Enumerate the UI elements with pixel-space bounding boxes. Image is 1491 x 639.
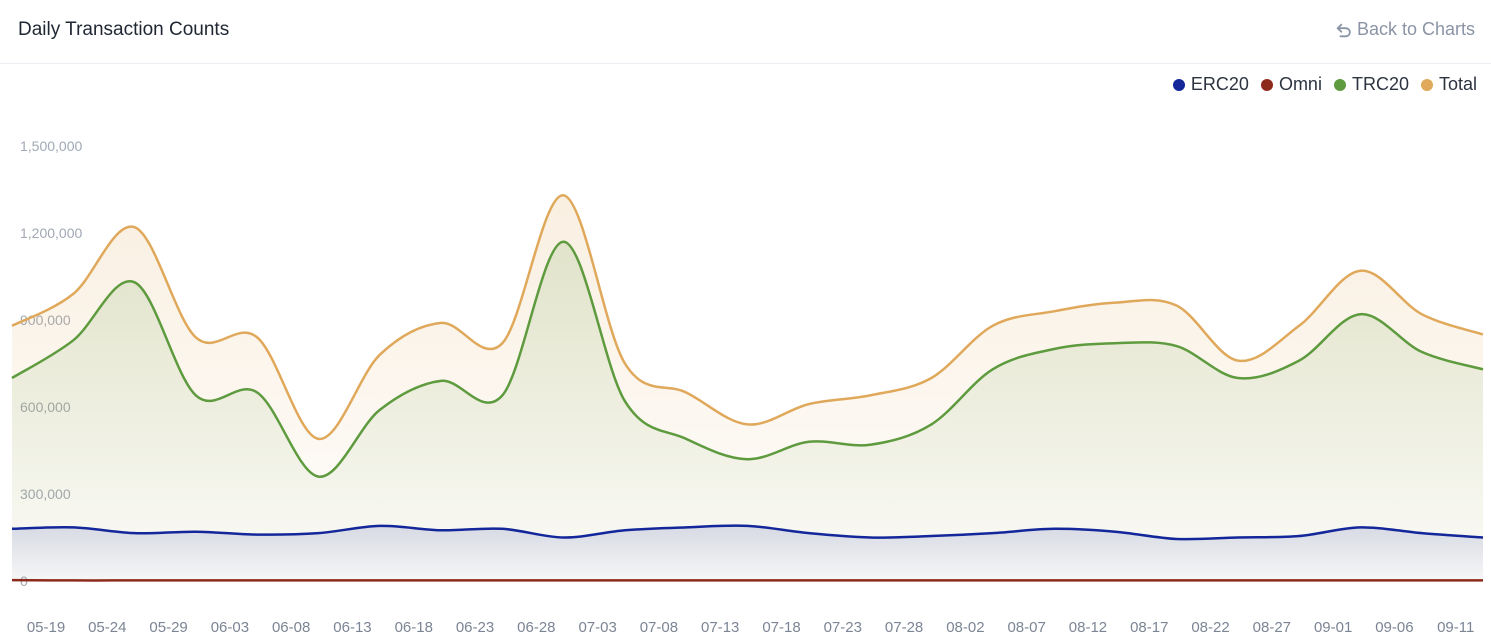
legend-dot-trc20 [1333,78,1346,91]
y-tick-label: 1,500,000 [20,138,82,154]
series-line-total[interactable] [11,194,1484,441]
x-tick-label: 06-23 [456,619,494,636]
x-tick-label: 08-17 [1130,619,1168,636]
x-tick-label: 08-12 [1069,619,1107,636]
area-erc20 [12,525,1483,581]
x-tick-label: 07-18 [762,619,800,636]
series-line-trc20[interactable] [11,240,1484,478]
series-line-erc20[interactable] [11,524,1484,541]
x-tick-label: 08-02 [946,619,984,636]
x-tick-label: 07-08 [640,619,678,636]
legend-item-trc20[interactable]: TRC20 [1333,74,1409,95]
x-tick-label: 07-28 [885,619,923,636]
chart-legend: ERC20 Omni TRC20 Total [1172,74,1477,95]
legend-dot-total [1420,78,1433,91]
legend-item-erc20[interactable]: ERC20 [1172,74,1249,95]
series-lines [11,194,1484,582]
y-tick-label: 1,200,000 [20,225,82,241]
legend-dot-omni [1260,78,1273,91]
legend-label-trc20: TRC20 [1351,74,1409,94]
x-tick-label: 06-03 [211,619,249,636]
area-trc20 [12,241,1483,582]
series-areas [12,195,1483,582]
x-tick-label: 09-11 [1437,619,1474,636]
x-tick-label: 05-19 [27,619,65,636]
x-tick-label: 07-03 [578,619,616,636]
x-tick-label: 06-28 [517,619,555,636]
x-tick-label: 09-01 [1314,619,1352,636]
x-tick-label: 06-18 [395,619,433,636]
chart-header: Daily Transaction Counts Back to Charts [0,0,1491,64]
x-tick-label: 09-06 [1375,619,1413,636]
x-tick-label: 05-24 [88,619,126,636]
x-tick-label: 08-27 [1253,619,1291,636]
x-tick-label: 08-22 [1191,619,1229,636]
legend-label-erc20: ERC20 [1190,74,1249,94]
legend-item-omni[interactable]: Omni [1260,74,1322,95]
undo-arrow-icon [1336,23,1351,37]
x-tick-label: 06-13 [333,619,371,636]
legend-dot-erc20 [1172,78,1185,91]
x-tick-label: 06-08 [272,619,310,636]
x-tick-label: 07-13 [701,619,739,636]
page-title: Daily Transaction Counts [18,19,230,40]
x-tick-label: 07-23 [824,619,862,636]
x-tick-label: 05-29 [149,619,187,636]
legend-item-total[interactable]: Total [1420,74,1477,95]
back-to-charts-button[interactable]: Back to Charts [1335,19,1475,40]
back-to-charts-label: Back to Charts [1356,19,1475,39]
legend-label-total: Total [1438,74,1477,94]
x-tick-label: 08-07 [1007,619,1045,636]
x-axis-ticks: 05-19 05-24 05-29 06-03 06-08 06-13 06-18 06-23… [27,619,1475,636]
legend-label-omni: Omni [1278,74,1322,94]
